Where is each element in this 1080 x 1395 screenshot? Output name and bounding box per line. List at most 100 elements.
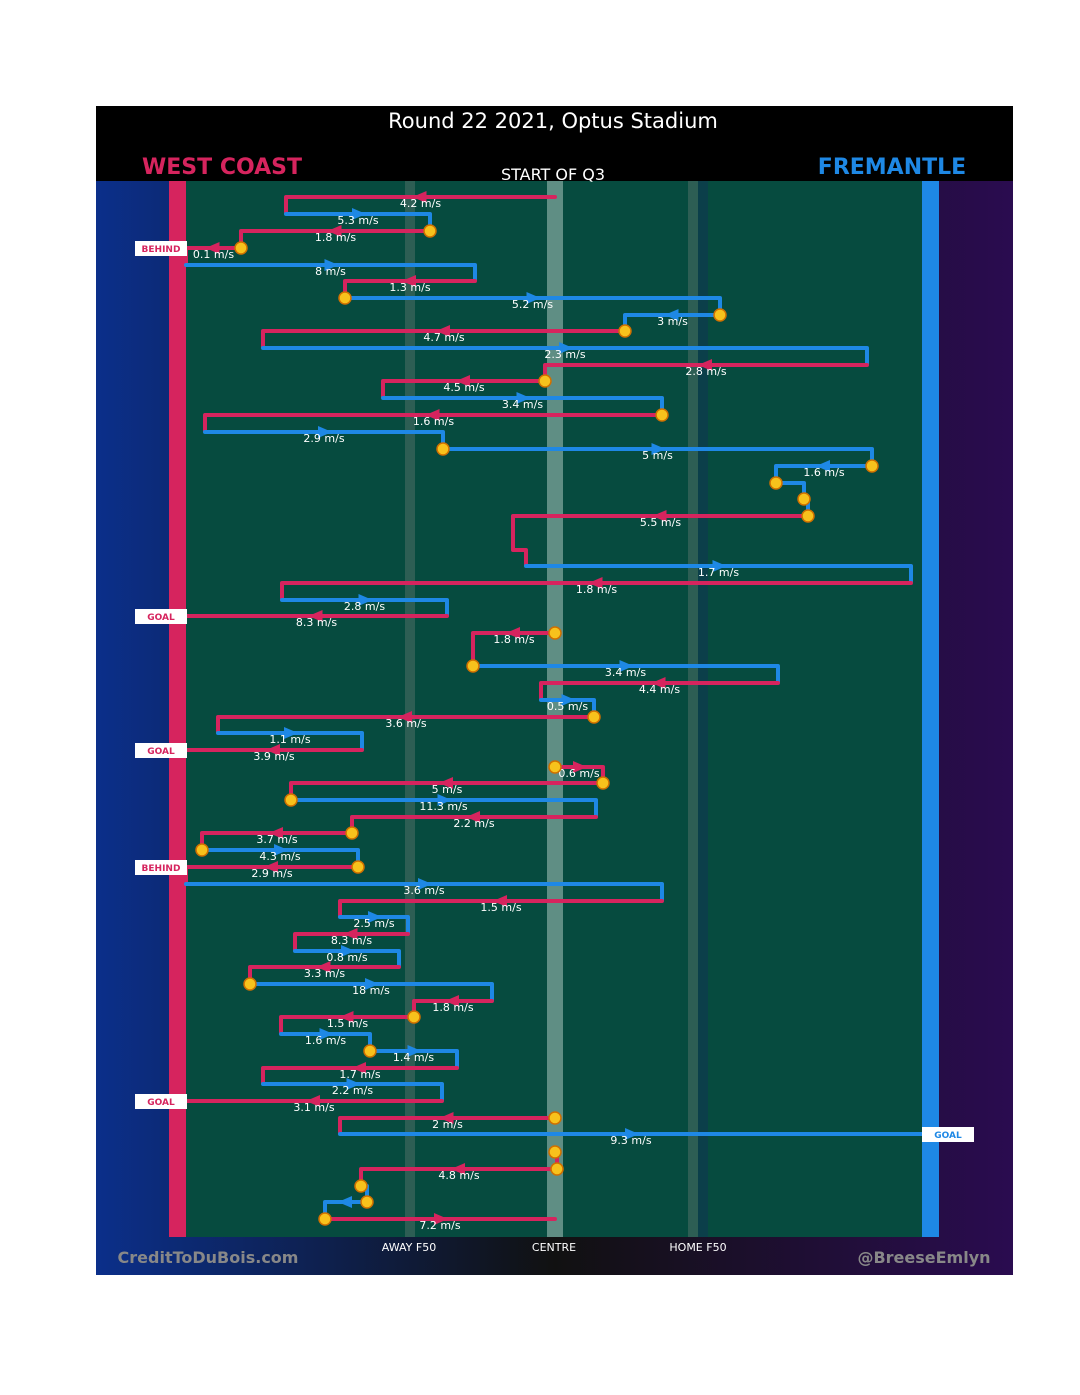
speed-label: 2.9 m/s bbox=[251, 867, 292, 880]
speed-label: 1.5 m/s bbox=[480, 901, 521, 914]
speed-label: 4.7 m/s bbox=[423, 331, 464, 344]
direction-arrow bbox=[343, 928, 358, 940]
speed-label: 0.6 m/s bbox=[558, 767, 599, 780]
direction-arrow bbox=[352, 208, 366, 220]
axis-label: HOME F50 bbox=[669, 1241, 726, 1254]
speed-label: 2.2 m/s bbox=[453, 817, 494, 830]
speed-label: 3.6 m/s bbox=[385, 717, 426, 730]
direction-arrow bbox=[664, 309, 679, 321]
speed-label: 1.1 m/s bbox=[269, 733, 310, 746]
outcome-tag bbox=[135, 860, 187, 875]
turnover-dot bbox=[548, 1145, 562, 1159]
direction-arrow bbox=[559, 342, 573, 354]
direction-arrow bbox=[573, 761, 587, 773]
speed-label: 4.8 m/s bbox=[438, 1169, 479, 1182]
direction-arrow bbox=[341, 945, 355, 957]
turnover-dot bbox=[345, 826, 359, 840]
speed-label: 3.6 m/s bbox=[403, 884, 444, 897]
direction-arrow bbox=[816, 460, 830, 472]
speed-label: 8.3 m/s bbox=[331, 934, 372, 947]
axis-label: AWAY F50 bbox=[382, 1241, 436, 1254]
direction-arrow bbox=[308, 610, 323, 622]
turnover-dot bbox=[338, 291, 352, 305]
turnover-dot bbox=[655, 408, 669, 422]
direction-arrow bbox=[651, 677, 666, 689]
direction-arrow bbox=[306, 1095, 320, 1107]
title: Round 22 2021, Optus Stadium bbox=[388, 109, 718, 133]
speed-label: 1.7 m/s bbox=[339, 1068, 380, 1081]
outcome-label: BEHIND bbox=[142, 245, 181, 255]
speed-label: 3.7 m/s bbox=[256, 833, 297, 846]
speed-label: 2 m/s bbox=[432, 1118, 463, 1131]
speed-label: 1.5 m/s bbox=[327, 1017, 368, 1030]
turnover-dot bbox=[234, 241, 248, 255]
speed-label: 4.4 m/s bbox=[639, 683, 680, 696]
outcome-tag bbox=[135, 609, 187, 624]
outcome-tag bbox=[135, 241, 187, 256]
direction-arrow bbox=[338, 1196, 352, 1208]
speed-label: 3.3 m/s bbox=[304, 967, 345, 980]
outcome-tag bbox=[135, 743, 187, 758]
direction-arrow bbox=[352, 1062, 366, 1074]
direction-arrow bbox=[445, 995, 459, 1007]
direction-arrow bbox=[561, 694, 576, 706]
direction-arrow bbox=[266, 744, 280, 756]
direction-arrow bbox=[506, 627, 520, 639]
speed-label: 2.2 m/s bbox=[332, 1084, 373, 1097]
speed-label: 1.6 m/s bbox=[803, 466, 844, 479]
outcome-tag bbox=[135, 1094, 187, 1109]
outcome-label: GOAL bbox=[147, 613, 175, 623]
direction-arrow bbox=[412, 191, 427, 203]
speed-label: 8.3 m/s bbox=[296, 616, 337, 629]
turnover-dot bbox=[360, 1195, 374, 1209]
turnover-dot bbox=[436, 442, 450, 456]
turnover-dot bbox=[713, 308, 727, 322]
turnover-dot bbox=[618, 324, 632, 338]
direction-arrow bbox=[712, 560, 727, 572]
turnover-dot bbox=[797, 492, 811, 506]
direction-arrow bbox=[402, 275, 416, 287]
direction-arrow bbox=[526, 292, 541, 304]
axis-label: CENTRE bbox=[532, 1241, 576, 1254]
direction-arrow bbox=[274, 844, 288, 856]
f50-line bbox=[688, 181, 698, 1237]
direction-arrow bbox=[368, 911, 382, 923]
turnover-dot bbox=[284, 793, 298, 807]
direction-arrow bbox=[451, 1163, 465, 1175]
speed-label: 5.2 m/s bbox=[512, 298, 553, 311]
speed-label: 1.6 m/s bbox=[305, 1034, 346, 1047]
direction-arrow bbox=[319, 1028, 334, 1040]
direction-arrow bbox=[346, 1078, 361, 1090]
turnover-dot bbox=[865, 459, 879, 473]
direction-arrow bbox=[516, 392, 531, 404]
speed-label: 3.1 m/s bbox=[293, 1101, 334, 1114]
turnover-dot bbox=[548, 1111, 562, 1125]
turnover-dot bbox=[596, 776, 610, 790]
outcome-label: GOAL bbox=[934, 1131, 962, 1141]
turnover-dot bbox=[354, 1179, 368, 1193]
direction-arrow bbox=[625, 1128, 639, 1140]
direction-arrow bbox=[456, 375, 470, 387]
f50-line bbox=[405, 181, 415, 1237]
speed-label: 3.9 m/s bbox=[253, 750, 294, 763]
speed-label: 9.3 m/s bbox=[610, 1134, 651, 1147]
direction-arrow bbox=[493, 895, 507, 907]
direction-arrow bbox=[588, 577, 603, 589]
turnover-dot bbox=[587, 710, 601, 724]
outcome-label: GOAL bbox=[147, 1098, 175, 1108]
direction-arrow bbox=[318, 426, 332, 438]
speed-label: 2.8 m/s bbox=[344, 600, 385, 613]
direction-arrow bbox=[652, 510, 667, 522]
direction-arrow bbox=[269, 827, 283, 839]
direction-arrow bbox=[324, 259, 339, 271]
speed-label: 8 m/s bbox=[315, 265, 346, 278]
speed-label: 3.4 m/s bbox=[502, 398, 543, 411]
turnover-dot bbox=[801, 509, 815, 523]
direction-arrow bbox=[358, 594, 373, 606]
speed-label: 1.6 m/s bbox=[413, 415, 454, 428]
speed-label: 1.3 m/s bbox=[389, 281, 430, 294]
direction-arrow bbox=[284, 727, 298, 739]
speed-label: 1.8 m/s bbox=[493, 633, 534, 646]
speed-label: 1.7 m/s bbox=[698, 566, 739, 579]
direction-arrow bbox=[316, 961, 331, 973]
